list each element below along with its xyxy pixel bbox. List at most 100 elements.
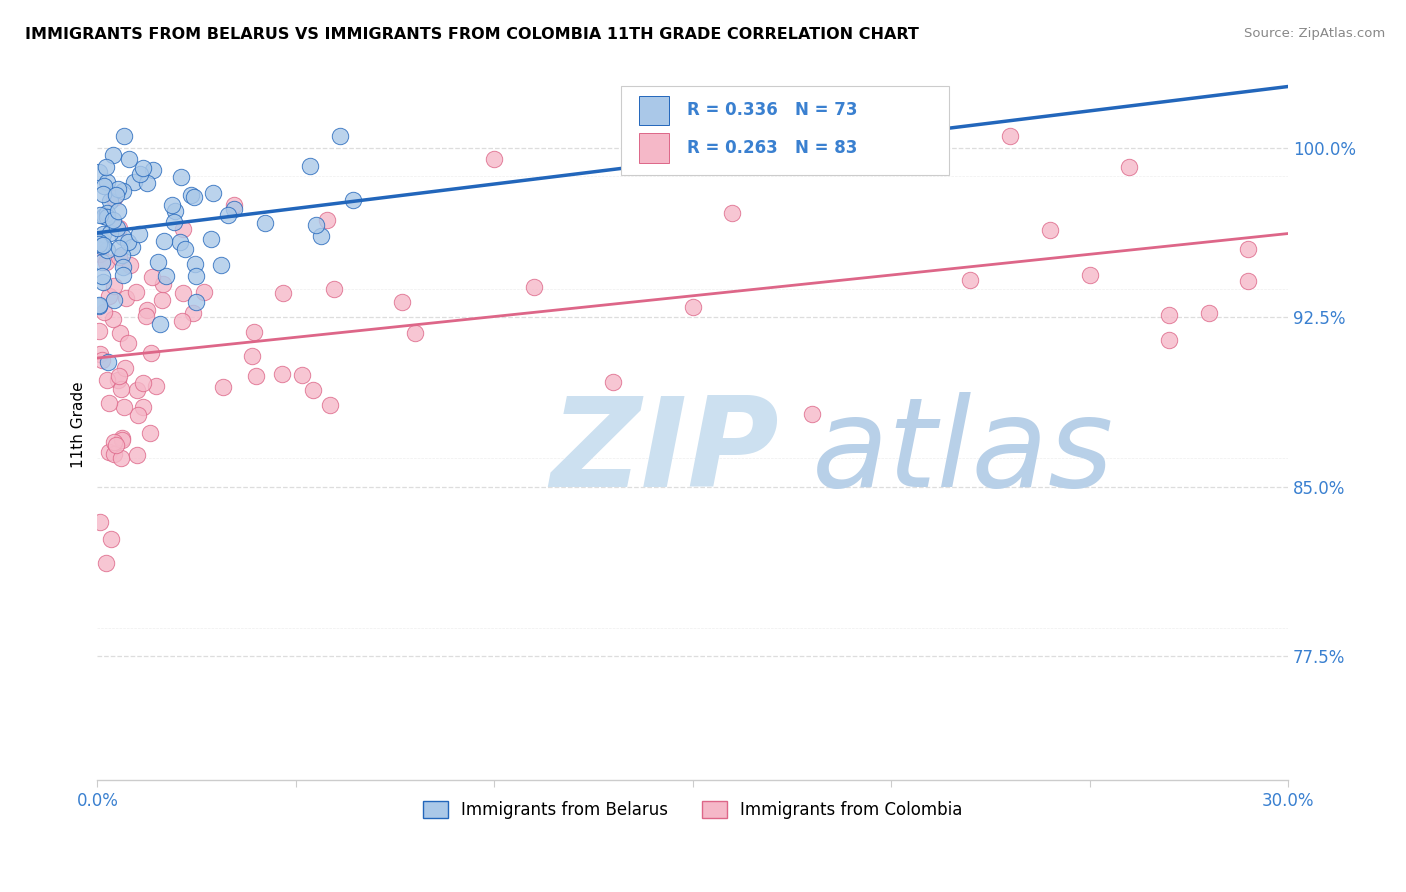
Point	[172, 221, 194, 235]
Point	[112, 260, 135, 275]
Point	[160, 198, 183, 212]
Point	[880, 142, 903, 156]
Point	[108, 251, 131, 265]
Point	[89, 165, 111, 179]
Point	[91, 254, 114, 268]
Point	[1118, 160, 1140, 174]
Point	[96, 373, 118, 387]
Point	[682, 300, 704, 314]
Point	[145, 378, 167, 392]
Point	[112, 129, 135, 144]
Point	[89, 246, 111, 260]
Point	[172, 285, 194, 300]
Point	[155, 268, 177, 283]
Point	[127, 408, 149, 422]
Point	[103, 293, 125, 307]
Point	[91, 275, 114, 289]
FancyBboxPatch shape	[640, 95, 669, 126]
Point	[132, 400, 155, 414]
Point	[319, 398, 342, 412]
Point	[329, 129, 352, 144]
Point	[105, 188, 128, 202]
Point	[271, 367, 294, 381]
Point	[100, 194, 122, 208]
Point	[94, 160, 117, 174]
Point	[1237, 242, 1260, 256]
Point	[100, 532, 122, 546]
Point	[125, 384, 148, 398]
Point	[98, 226, 121, 240]
Point	[105, 438, 128, 452]
Point	[1157, 308, 1180, 322]
Point	[183, 257, 205, 271]
Point	[222, 198, 245, 212]
Point	[114, 291, 136, 305]
Point	[602, 375, 624, 389]
Point	[135, 309, 157, 323]
Text: R = 0.336   N = 73: R = 0.336 N = 73	[686, 101, 858, 119]
Point	[193, 285, 215, 299]
Point	[91, 234, 114, 248]
Point	[181, 306, 204, 320]
Point	[523, 280, 546, 294]
Point	[217, 208, 239, 222]
Point	[211, 379, 233, 393]
Point	[391, 295, 413, 310]
Point	[141, 346, 163, 360]
Point	[111, 268, 134, 282]
Point	[114, 361, 136, 376]
Point	[96, 206, 118, 220]
Point	[110, 451, 132, 466]
Text: IMMIGRANTS FROM BELARUS VS IMMIGRANTS FROM COLOMBIA 11TH GRADE CORRELATION CHART: IMMIGRANTS FROM BELARUS VS IMMIGRANTS FR…	[25, 27, 920, 42]
Point	[323, 282, 346, 296]
Point	[89, 515, 111, 529]
Point	[291, 368, 314, 382]
Point	[245, 368, 267, 383]
Point	[103, 279, 125, 293]
Point	[94, 556, 117, 570]
Point	[183, 189, 205, 203]
Point	[90, 269, 112, 284]
Point	[186, 268, 208, 283]
Point	[170, 313, 193, 327]
Point	[97, 355, 120, 369]
Legend: Immigrants from Belarus, Immigrants from Colombia: Immigrants from Belarus, Immigrants from…	[416, 794, 969, 825]
Point	[800, 408, 823, 422]
Point	[122, 175, 145, 189]
Y-axis label: 11th Grade: 11th Grade	[72, 381, 86, 467]
Point	[128, 227, 150, 242]
Point	[118, 152, 141, 166]
Point	[111, 433, 134, 447]
Point	[108, 220, 131, 235]
Point	[111, 184, 134, 198]
Point	[91, 352, 114, 367]
Point	[138, 426, 160, 441]
Point	[132, 161, 155, 175]
Point	[108, 369, 131, 384]
Point	[110, 382, 132, 396]
Point	[484, 153, 506, 167]
Point	[240, 349, 263, 363]
Point	[103, 213, 125, 227]
Point	[135, 302, 157, 317]
Point	[96, 210, 118, 224]
Point	[89, 298, 111, 312]
Point	[169, 235, 191, 249]
Point	[201, 186, 224, 200]
Point	[89, 208, 111, 222]
Point	[253, 216, 276, 230]
Point	[107, 220, 129, 235]
Point	[146, 255, 169, 269]
Point	[91, 238, 114, 252]
Point	[90, 239, 112, 253]
Point	[93, 178, 115, 193]
Point	[98, 289, 121, 303]
Point	[200, 231, 222, 245]
Point	[129, 167, 152, 181]
FancyBboxPatch shape	[640, 133, 669, 163]
Point	[93, 209, 115, 223]
Point	[89, 347, 111, 361]
Point	[112, 400, 135, 414]
Point	[132, 376, 155, 390]
Point	[97, 445, 120, 459]
